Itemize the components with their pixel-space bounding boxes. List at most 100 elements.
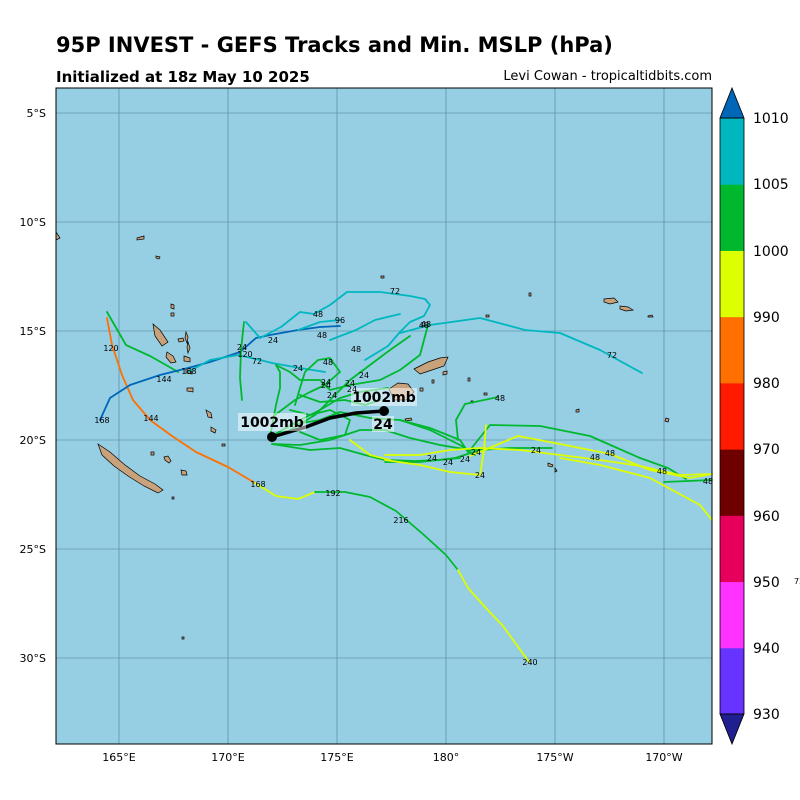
hour-label: 24 [427,454,437,463]
hour-label: 120 [237,350,252,359]
samoa-small [485,292,654,318]
track-cyan-n3 [329,313,401,341]
lon-label: 180° [433,751,460,764]
init-time: Initialized at 18z May 10 2025 [56,68,310,86]
hour-label: 24 [460,455,470,464]
hour-label: 24 [345,379,355,388]
mean-hour-label: 24 [373,417,393,433]
mean-end-marker [267,432,277,442]
forecast-hour-labels: 24 24 24 24 24 24 24 24 24 24 24 24 24 2… [94,287,713,667]
track-green-n [239,321,245,401]
tonga-islands [547,408,670,473]
track-orange-west [106,317,256,484]
vanuatu-malekula [165,351,177,364]
track-cyan-w [187,354,326,373]
track-green-s [314,491,459,571]
hour-label: 24 [531,446,541,455]
track-green-e4 [663,479,713,483]
hour-label: 24 [443,458,453,467]
fiji-vanua-levu [413,356,449,375]
hour-label: 48 [495,394,505,403]
credit: Levi Cowan - tropicaltidbits.com [503,69,712,84]
graticule [56,88,712,744]
lat-label: 20°S [20,434,46,447]
mean-start-label: 1002mb [352,390,416,406]
hour-label: 24 [347,385,357,394]
lon-label: 170°E [211,751,244,764]
small-islands-w [136,235,226,447]
lon-label: 175°E [320,751,353,764]
track-yellow-e3 [469,435,713,479]
hour-label: 168 [94,416,109,425]
track-yellow-se [457,569,530,663]
hour-label: 72 [252,357,262,366]
ensemble-tracks [99,291,713,663]
mean-end-label-bg [238,413,306,431]
vanuatu-espiritu-santo [152,323,169,347]
ensemble-mean-track: 1002mb 1002mb 24 [238,388,417,442]
lat-label: 10°S [20,216,46,229]
hour-label: 24 [327,391,337,400]
mean-end-label: 1002mb [240,415,304,431]
vanuatu-efate [183,355,191,363]
track-yellow-s [254,482,316,500]
track-cyan-n2 [297,319,341,331]
track-green-e3 [469,424,687,480]
track-yellow-c [349,439,391,461]
track-yellow-e1 [384,447,713,476]
mean-start-marker [379,406,389,416]
mean-start-label-bg [351,388,417,406]
hour-label: 72 [607,351,617,360]
lon-label: 170°W [645,751,682,764]
hour-label: 24 [475,471,485,480]
hour-label: 24 [268,336,278,345]
hour-label: 120 [103,344,118,353]
hour-label: 144 [156,375,171,384]
loyalty-islands [150,451,188,476]
hour-label: 240 [522,658,537,667]
samoa-upolu [619,305,635,312]
hour-label: 24 [237,343,247,352]
mean-hour-label-bg [372,416,394,432]
hour-label: 96 [335,316,345,325]
hour-label: 48 [351,345,361,354]
hour-label: 48 [657,467,667,476]
hour-label: 216 [393,516,408,525]
lat-label: 15°S [20,325,46,338]
chart-title: 95P INVEST - GEFS Tracks and Min. MSLP (… [56,33,613,57]
track-cyan-n1 [245,291,431,361]
hour-label: 24 [321,381,331,390]
hour-label: 24 [471,448,481,457]
vanuatu-erromango [185,367,194,393]
track-yellow-e2 [384,424,487,476]
track-green-e2 [455,396,499,441]
track-green-e5 [399,419,476,456]
latitude-labels: 5°S 10°S 15°S 20°S 25°S 30°S [20,107,46,665]
track-green-c1 [269,324,429,438]
hour-label: 168 [250,480,265,489]
hour-label: 24 [359,371,369,380]
vanuatu-tanna [205,409,217,434]
hour-label: 48 [590,453,600,462]
hour-label: 48 [421,320,431,329]
hour-label: 48 [703,477,713,486]
track-green-e1 [384,447,553,463]
track-green-w1 [106,311,179,373]
lat-label: 5°S [27,107,46,120]
track-yellow-e4 [559,457,713,521]
hour-label: 24 [293,364,303,373]
map-frame [55,87,713,745]
samoa-savaii [603,297,619,305]
longitude-labels: 165°E 170°E 175°E 180° 175°W 170°W [102,751,683,764]
hour-label: 48 [605,449,615,458]
hour-label: 192 [325,489,340,498]
track-green-c9 [289,409,351,441]
hour-label: 48 [317,331,327,340]
hour-label: 168 [181,367,196,376]
lat-label: 25°S [20,543,46,556]
fiji-small [404,370,448,422]
hour-label: 48 [313,310,323,319]
hour-label: 24 [321,378,331,387]
vanuatu-islands-n [170,303,191,355]
